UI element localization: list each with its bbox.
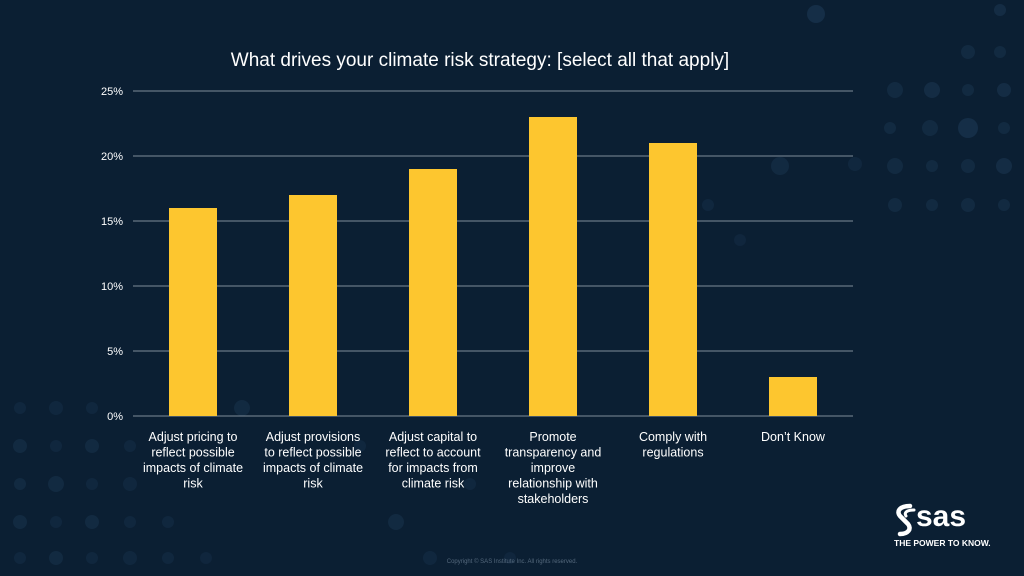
bar (769, 377, 817, 416)
x-category-label-line: Adjust provisions (266, 430, 361, 444)
x-category-label: Promote transparency and improve relationsh… (505, 430, 602, 506)
x-category-label: Adjust pricing to reflect possible impacts… (143, 430, 243, 491)
x-category-label-line: reflect possible (151, 446, 234, 460)
y-tick-label: 20% (101, 151, 123, 163)
x-category-label-line: climate risk (402, 477, 465, 491)
x-category-label-line: improve (531, 461, 576, 475)
x-category-label-line: Adjust capital to (389, 430, 477, 444)
x-category-label-line: risk (303, 477, 323, 491)
y-tick-label: 15% (101, 216, 123, 228)
x-category-label-line: regulations (642, 446, 703, 460)
x-category-label: Don’t Know (761, 430, 826, 444)
bar (529, 117, 577, 416)
x-category-label-line: Don’t Know (761, 430, 826, 444)
x-category-label-line: Comply with (639, 430, 707, 444)
sas-logo: sas THE POWER TO KNOW. (892, 500, 1002, 560)
x-category-label-line: risk (183, 477, 203, 491)
x-category-label-line: relationship with (508, 477, 598, 491)
x-category-label-line: reflect to account (385, 446, 481, 460)
x-category-label-line: impacts of climate (143, 461, 243, 475)
x-category-label-line: to reflect possible (264, 446, 361, 460)
decorative-dot-pattern (13, 4, 1012, 565)
bar (649, 143, 697, 416)
bar (169, 208, 217, 416)
x-category-label: Adjust provisions to reflect possible impa… (263, 430, 363, 491)
x-category-label: Adjust capital to reflect to account for i… (385, 430, 481, 491)
x-category-label: Comply with regulations (639, 430, 707, 460)
copyright-footer: Copyright © SAS Institute Inc. All right… (446, 559, 578, 565)
bar (289, 195, 337, 416)
sas-tagline: THE POWER TO KNOW. (894, 538, 991, 548)
x-category-label-line: for impacts from (388, 461, 478, 475)
x-category-label-line: impacts of climate (263, 461, 363, 475)
x-category-label-line: Adjust pricing to (149, 430, 238, 444)
bar-chart: 0% 5% 10% 15% 20% 25% Adjust pricing to reflect… (101, 86, 853, 506)
sas-swirl-icon (896, 503, 916, 537)
y-tick-label: 10% (101, 281, 123, 293)
x-category-label-line: Promote (529, 430, 576, 444)
chart-title: What drives your climate risk strategy: … (230, 50, 730, 71)
y-tick-label: 25% (101, 86, 123, 98)
bar (409, 169, 457, 416)
x-category-label-line: transparency and (505, 446, 602, 460)
y-tick-label: 0% (107, 411, 123, 423)
sas-wordmark: sas (916, 500, 967, 533)
y-tick-label: 5% (107, 346, 123, 358)
x-category-label-line: stakeholders (518, 492, 589, 506)
